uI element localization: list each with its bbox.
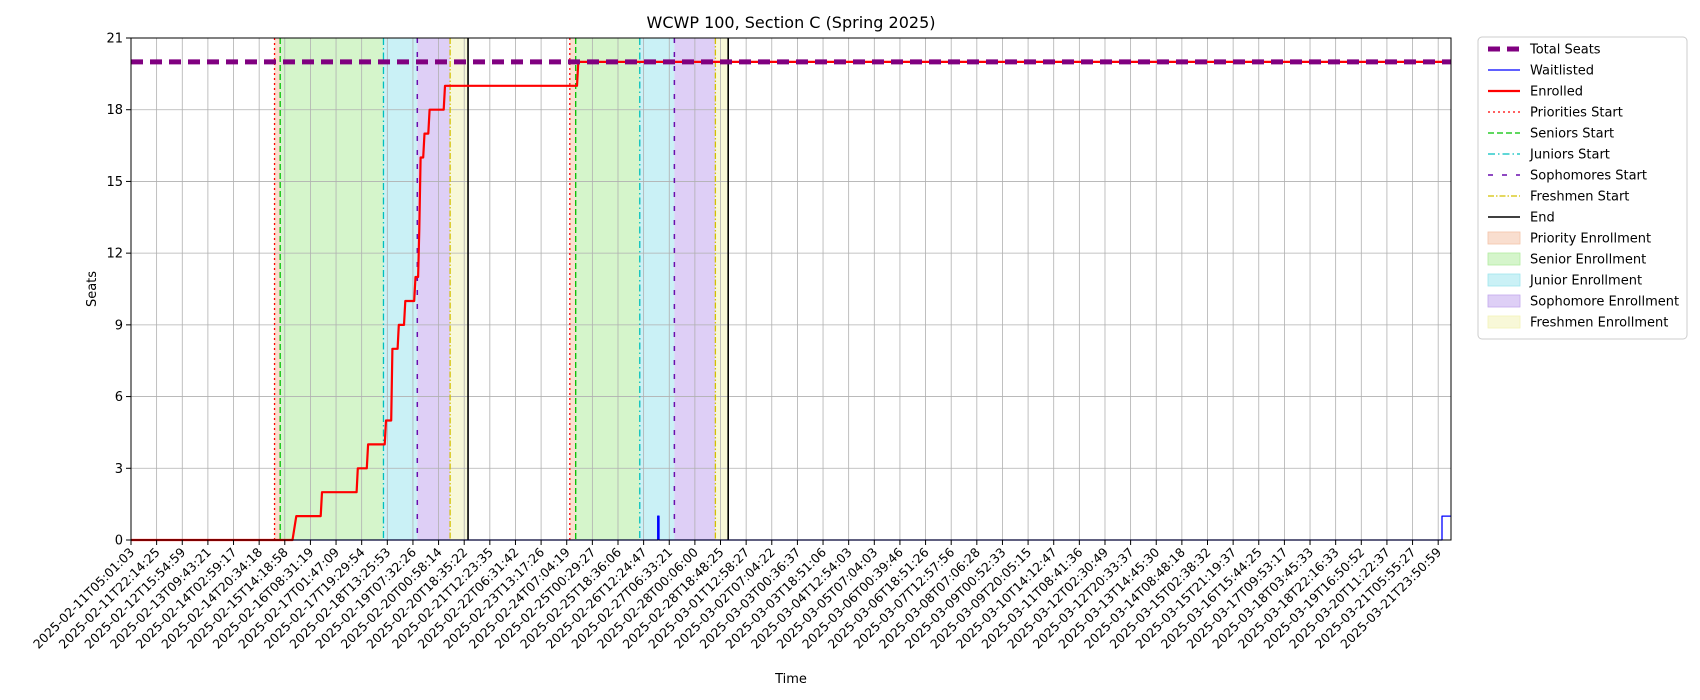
y-axis: 0 3 6 9 12 15 18 21 xyxy=(106,32,131,549)
legend-label: Senior Enrollment xyxy=(1530,253,1646,268)
y-tick-label: 6 xyxy=(115,390,123,405)
phase-band xyxy=(274,38,281,540)
grid-lines xyxy=(130,37,1451,541)
legend-label: Junior Enrollment xyxy=(1529,274,1642,289)
legend-label: Total Seats xyxy=(1529,43,1601,58)
legend-swatch-patch xyxy=(1487,315,1521,329)
phase-band xyxy=(569,38,576,540)
legend-entry: Freshmen Enrollment xyxy=(1487,315,1668,331)
series-enrolled xyxy=(131,60,1451,542)
data-series xyxy=(131,59,1451,542)
legend-entry: Total Seats xyxy=(1488,43,1601,58)
y-tick-label: 3 xyxy=(115,462,123,477)
phase-start-lines xyxy=(273,38,730,540)
legend: Total Seats Waitlisted Enrolled Priorities … xyxy=(1477,36,1688,340)
legend-swatch-patch xyxy=(1487,294,1521,308)
phase-band xyxy=(280,38,384,540)
x-axis: 2025-02-11T05:01:032025-02-11T22:14:2520… xyxy=(30,540,1444,652)
legend-entry: Juniors Start xyxy=(1488,148,1610,163)
phase-band xyxy=(575,38,640,540)
legend-label: Sophomore Enrollment xyxy=(1530,295,1679,310)
x-axis-label: Time xyxy=(774,672,807,687)
legend-entry: Enrolled xyxy=(1488,85,1583,100)
legend-swatch-patch xyxy=(1487,252,1521,266)
legend-label: End xyxy=(1530,211,1555,226)
y-tick-label: 15 xyxy=(106,175,123,190)
legend-label: Freshmen Enrollment xyxy=(1530,316,1668,331)
phase-band xyxy=(639,38,675,540)
y-tick-label: 12 xyxy=(106,247,123,262)
legend-entry: Sophomores Start xyxy=(1488,169,1647,184)
phase-band xyxy=(450,38,469,540)
y-tick-label: 18 xyxy=(106,103,123,118)
legend-label: Seniors Start xyxy=(1530,127,1614,142)
phase-bands xyxy=(274,38,729,540)
legend-label: Waitlisted xyxy=(1530,64,1594,79)
legend-entry: Waitlisted xyxy=(1488,64,1594,79)
y-tick-label: 21 xyxy=(106,32,123,47)
legend-label: Priority Enrollment xyxy=(1530,232,1651,247)
legend-swatch-patch xyxy=(1487,231,1521,245)
y-axis-label: Seats xyxy=(85,271,100,307)
phase-band xyxy=(715,38,729,540)
phase-band xyxy=(383,38,418,540)
legend-label: Priorities Start xyxy=(1530,106,1623,121)
legend-entry: Sophomore Enrollment xyxy=(1487,294,1679,310)
legend-label: Juniors Start xyxy=(1529,148,1610,163)
phase-band xyxy=(417,38,451,540)
plot-frame xyxy=(130,37,1452,541)
legend-entry: Priority Enrollment xyxy=(1487,231,1651,247)
legend-entry: Priorities Start xyxy=(1488,106,1623,121)
legend-label: Sophomores Start xyxy=(1530,169,1647,184)
legend-entry: End xyxy=(1488,211,1555,226)
series-waitlisted xyxy=(131,515,1451,541)
legend-entry: Seniors Start xyxy=(1488,127,1614,142)
legend-entry: Junior Enrollment xyxy=(1487,273,1642,289)
y-tick-label: 9 xyxy=(115,318,123,333)
legend-label: Enrolled xyxy=(1530,85,1583,100)
legend-entry: Senior Enrollment xyxy=(1487,252,1646,268)
legend-swatch-patch xyxy=(1487,273,1521,287)
legend-entry: Freshmen Start xyxy=(1488,190,1629,205)
legend-label: Freshmen Start xyxy=(1530,190,1629,205)
legend-box xyxy=(1477,36,1688,340)
y-tick-label: 0 xyxy=(115,534,123,549)
chart-title: WCWP 100, Section C (Spring 2025) xyxy=(647,13,936,32)
